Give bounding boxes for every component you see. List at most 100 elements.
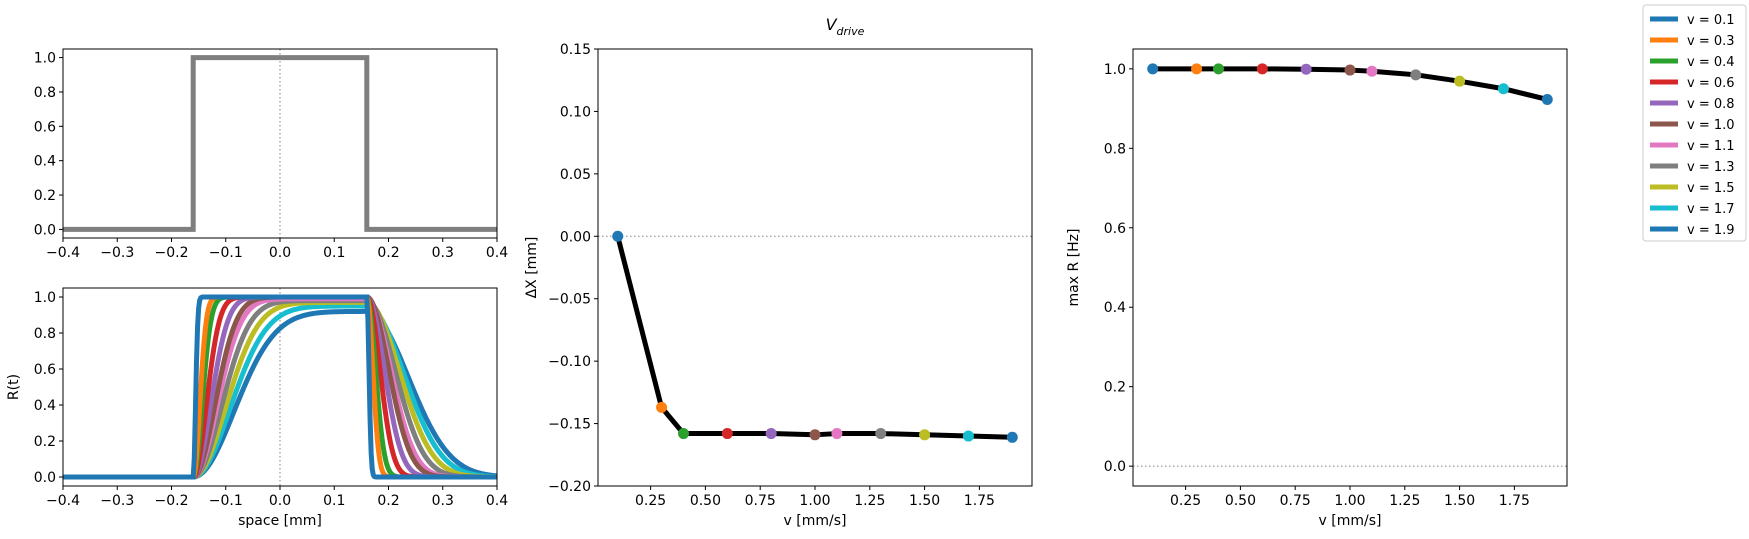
y-tick-label: 0.6 [34, 119, 56, 135]
x-tick-label: 0.1 [323, 493, 345, 509]
y-tick-label: 0.15 [560, 42, 591, 58]
x-tick-label: 0.50 [1225, 493, 1256, 509]
delta-x-line [615, 235, 1013, 440]
delta-x-point [809, 429, 821, 441]
delta-x-point [656, 401, 668, 413]
y-tick-label: 0.2 [34, 434, 56, 450]
x-tick-label: 1.25 [1389, 493, 1420, 509]
stimulus-line [63, 55, 497, 232]
max-r-point [1212, 63, 1224, 75]
y-tick-label: 0.00 [560, 229, 591, 245]
max-r-point [1300, 63, 1312, 75]
x-tick-label: 1.50 [909, 493, 940, 509]
legend-label: v = 1.7 [1687, 202, 1735, 217]
x-axis-label: space [mm] [238, 513, 322, 529]
figure-title-subscript: drive [837, 25, 865, 38]
delta-x-point [962, 430, 974, 442]
x-axis-label: v [mm/s] [1319, 513, 1382, 529]
x-tick-label: −0.2 [155, 245, 189, 261]
x-tick-label: −0.3 [100, 493, 134, 509]
chart-max-r: 0.25 0.50 0.75 1.00 1.25 1.50 1.75 0.0 0.2 0.4 0.6… [1066, 48, 1568, 529]
delta-x-point [875, 428, 887, 440]
x-tick-label: 0.4 [486, 493, 508, 509]
y-tick-label: 0.10 [560, 104, 591, 120]
legend-label: v = 0.8 [1687, 97, 1735, 112]
legend: v = 0.1 v = 0.3 v = 0.4 v = 0.6 v = 0.8 v = 1… [1642, 4, 1747, 242]
y-tick-label: 0.4 [1104, 300, 1126, 316]
x-tick-label: 1.00 [799, 493, 830, 509]
max-r-point [1256, 63, 1268, 75]
legend-label: v = 1.3 [1687, 160, 1735, 175]
x-tick-label: −0.4 [46, 245, 80, 261]
plot-area [1147, 63, 1553, 105]
plot-area [612, 230, 1018, 443]
x-tick-label: −0.1 [209, 493, 243, 509]
x-axis-label: v [mm/s] [784, 513, 847, 529]
x-tick-label: −0.4 [46, 493, 80, 509]
y-tick-label: 0.8 [34, 85, 56, 101]
y-tick-label: 1.0 [34, 290, 56, 306]
legend-label: v = 1.5 [1687, 181, 1735, 196]
x-tick-label: 0.25 [1170, 493, 1201, 509]
max-r-point [1541, 93, 1553, 105]
x-tick-label: 0.75 [1280, 493, 1311, 509]
delta-x-point [612, 230, 624, 242]
x-tick-label: 1.75 [1499, 493, 1530, 509]
legend-label: v = 1.0 [1687, 118, 1735, 133]
y-axis-label: ΔX [mm] [524, 237, 540, 299]
y-tick-label: 0.4 [34, 154, 56, 170]
x-tick-label: 1.25 [854, 493, 885, 509]
y-tick-label: 0.4 [34, 398, 56, 414]
x-tick-label: 0.0 [269, 493, 291, 509]
x-tick-label: 1.75 [964, 493, 995, 509]
legend-label: v = 1.9 [1687, 223, 1735, 238]
x-tick-label: 0.3 [432, 245, 454, 261]
max-r-point [1344, 64, 1356, 76]
x-tick-label: 0.50 [690, 493, 721, 509]
y-axis-label: max R [Hz] [1066, 229, 1082, 307]
x-tick-label: 0.2 [377, 493, 399, 509]
y-tick-label: 0.0 [1104, 459, 1126, 475]
legend-label: v = 0.6 [1687, 76, 1735, 91]
legend-label: v = 0.4 [1687, 55, 1735, 70]
x-tick-label: 1.50 [1444, 493, 1475, 509]
y-tick-label: 0.6 [1104, 221, 1126, 237]
axes-frame [597, 48, 1033, 487]
delta-x-point [765, 428, 777, 440]
delta-x-point [721, 428, 733, 440]
max-r-point [1366, 65, 1378, 77]
max-r-point [1191, 63, 1203, 75]
max-r-point [1147, 63, 1159, 75]
plot-area [63, 294, 497, 480]
y-tick-label: 0.8 [1104, 141, 1126, 157]
y-tick-label: 0.0 [34, 222, 56, 238]
chart-stimulus: −0.4 −0.3 −0.2 −0.1 0.0 0.1 0.2 0.3 0.4 0.0 0.2 0.4… [34, 48, 508, 261]
x-tick-label: 0.1 [323, 245, 345, 261]
y-tick-label: −0.20 [548, 479, 591, 495]
legend-label: v = 0.1 [1687, 13, 1735, 28]
delta-x-point [677, 428, 689, 440]
chart-panels: −0.4 −0.3 −0.2 −0.1 0.0 0.1 0.2 0.3 0.4 0.0 0.2 0.4… [6, 42, 1568, 529]
y-tick-label: 0.05 [560, 167, 591, 183]
delta-x-point [919, 429, 931, 441]
x-tick-label: −0.2 [155, 493, 189, 509]
y-tick-label: −0.05 [548, 292, 591, 308]
x-tick-label: 1.00 [1334, 493, 1365, 509]
y-tick-label: 0.6 [34, 362, 56, 378]
y-tick-label: −0.15 [548, 417, 591, 433]
x-tick-label: 0.2 [377, 245, 399, 261]
y-tick-label: 0.2 [34, 188, 56, 204]
chart-delta-x: 0.25 0.50 0.75 1.00 1.25 1.50 1.75 −0.20 −0.15 −0… [524, 42, 1033, 529]
x-tick-label: 0.3 [432, 493, 454, 509]
response-line-v-0.1 [63, 294, 497, 480]
y-tick-label: 0.8 [34, 326, 56, 342]
y-tick-label: 0.2 [1104, 380, 1126, 396]
y-tick-label: 0.0 [34, 470, 56, 486]
plot-area [63, 55, 497, 232]
x-tick-label: 0.75 [745, 493, 776, 509]
figure-title-main: V [826, 15, 838, 34]
y-tick-label: 1.0 [1104, 62, 1126, 78]
delta-x-point [831, 428, 843, 440]
x-tick-label: 0.25 [635, 493, 666, 509]
